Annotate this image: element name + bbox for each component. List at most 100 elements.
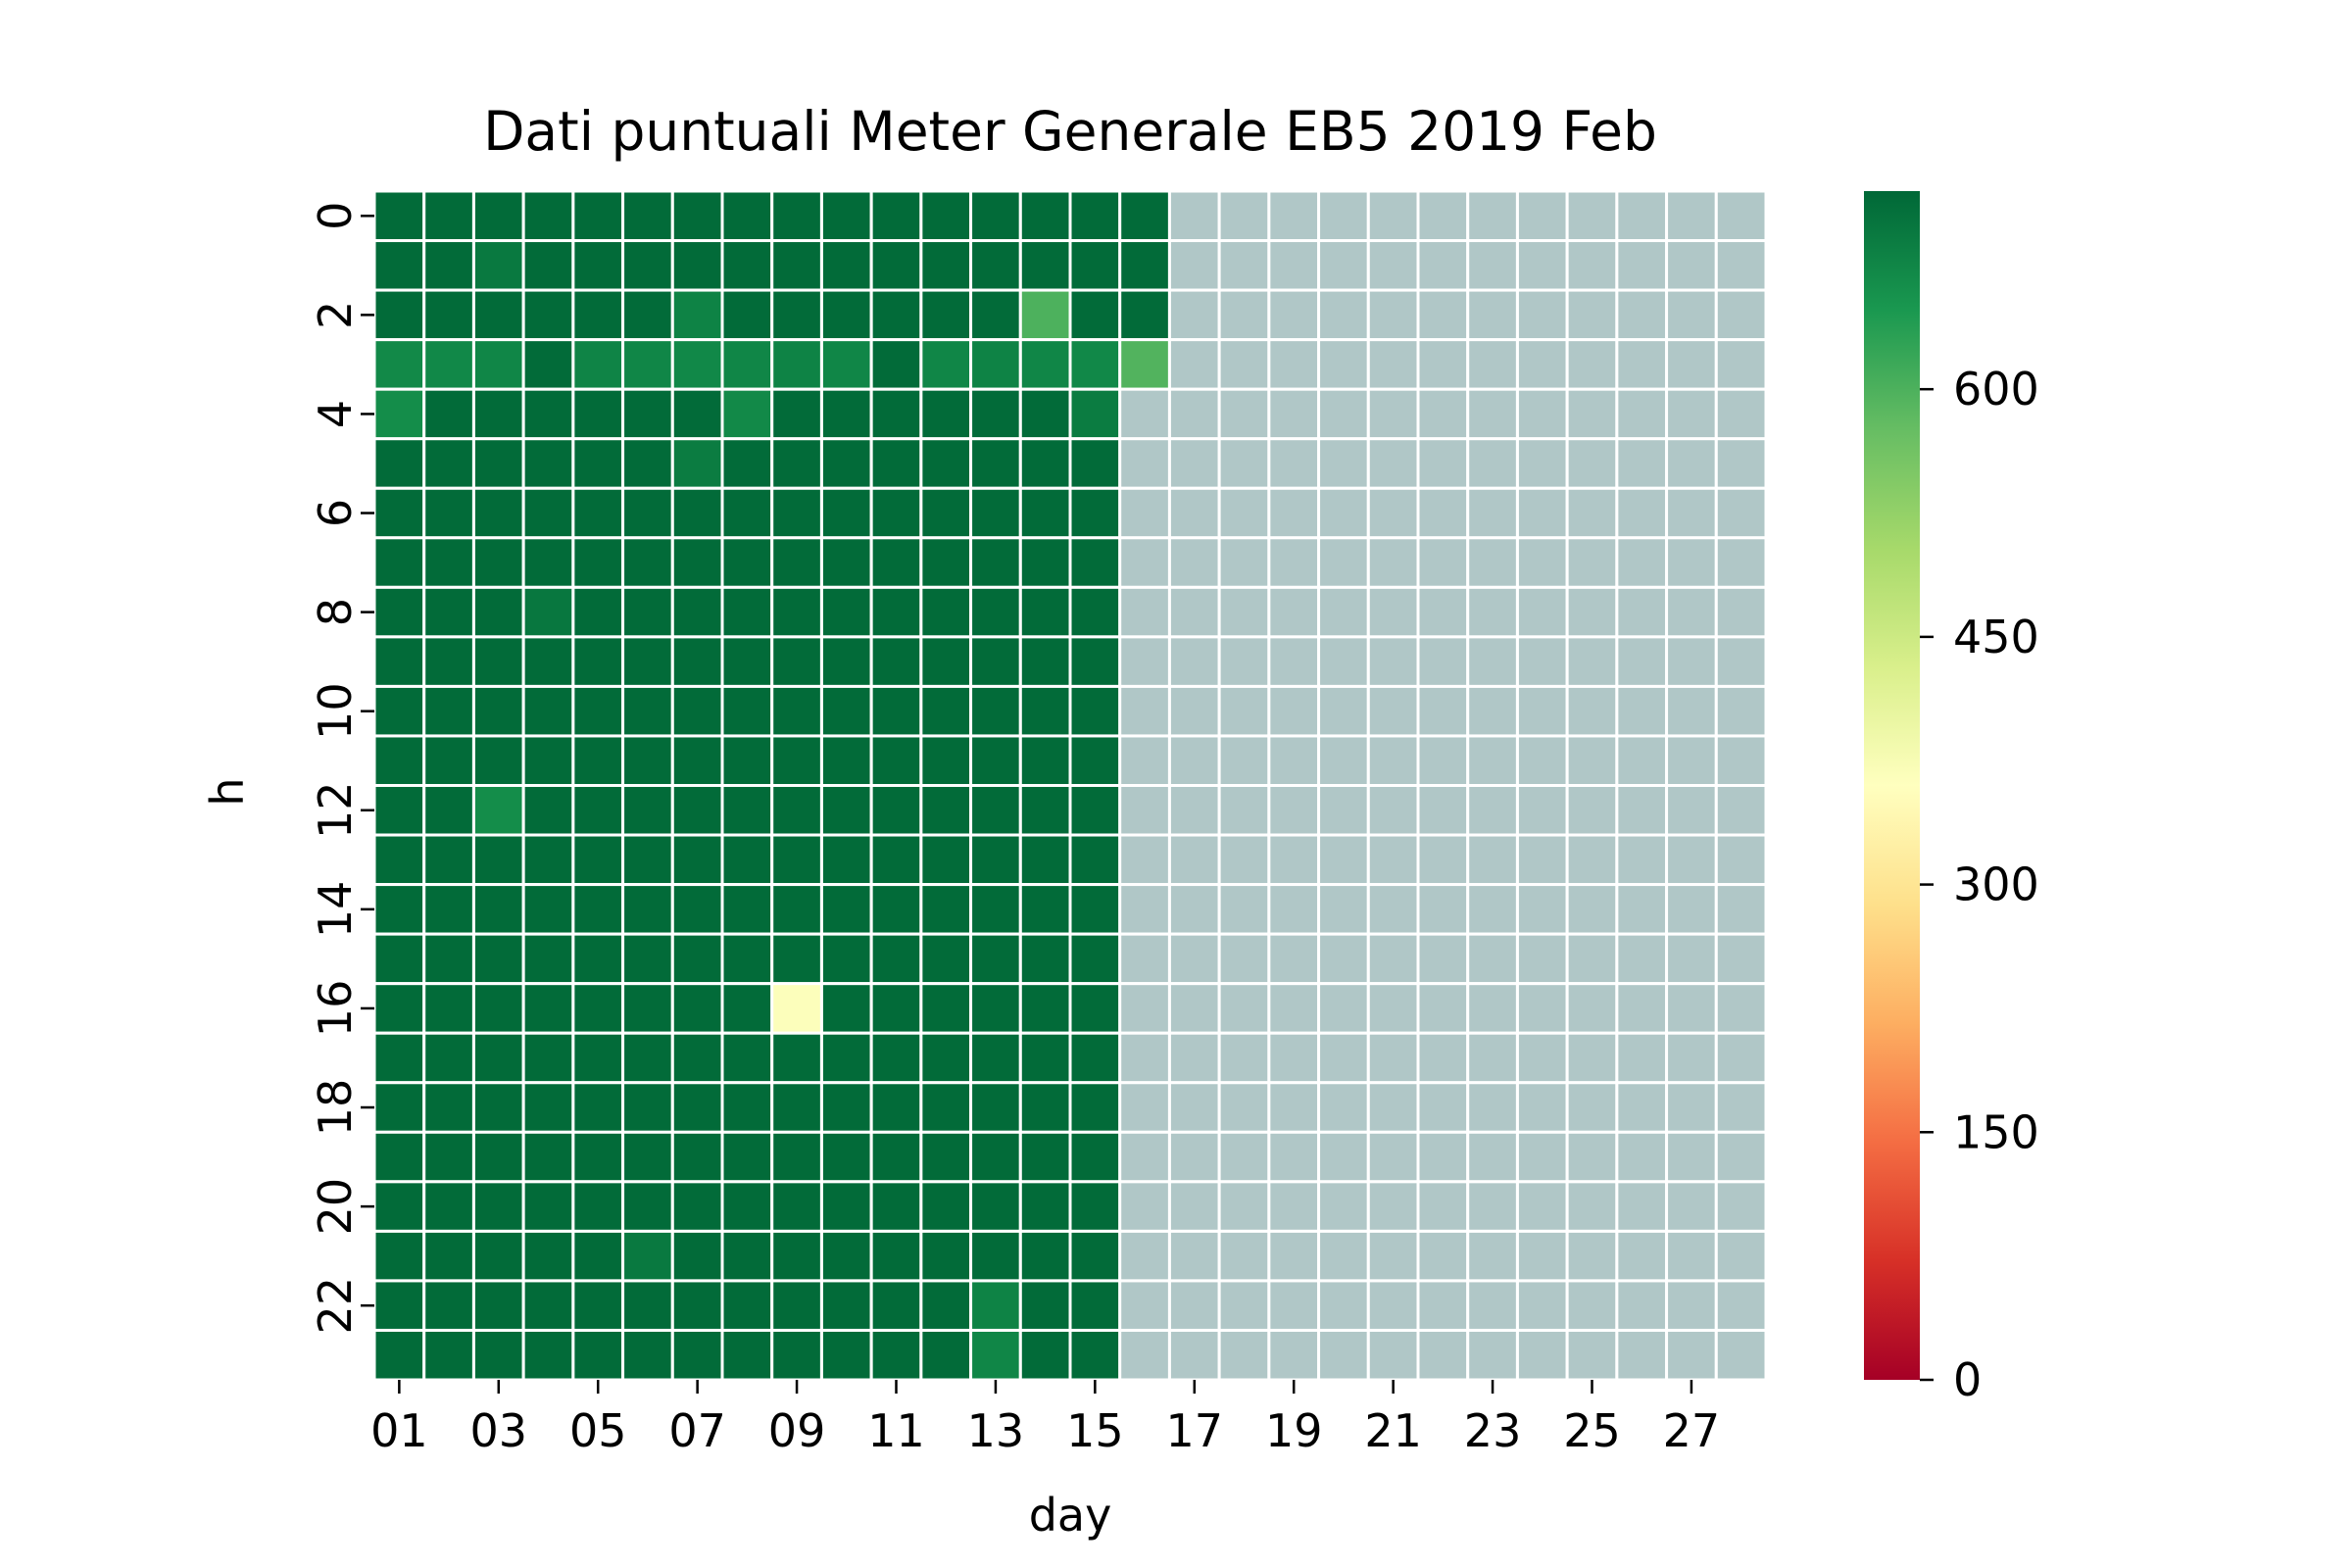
heatmap-cell — [720, 338, 774, 391]
heatmap-cell — [1714, 1031, 1768, 1085]
heatmap-cell — [1466, 833, 1519, 887]
heatmap-cell — [819, 883, 873, 936]
heatmap-cell — [1615, 1229, 1669, 1283]
heatmap-cell — [1665, 288, 1718, 342]
heatmap-cell — [1665, 932, 1718, 986]
heatmap-cell — [1018, 288, 1072, 342]
heatmap-cell — [969, 437, 1022, 490]
heatmap-cell — [1366, 635, 1420, 688]
heatmap-cell — [571, 1081, 625, 1134]
heatmap-cell — [1714, 585, 1768, 639]
heatmap-cell — [372, 883, 426, 936]
x-tick-label: 17 — [1166, 1404, 1224, 1457]
heatmap-cell — [471, 1180, 525, 1233]
heatmap-cell — [1416, 288, 1470, 342]
heatmap-cell — [1714, 932, 1768, 986]
heatmap-cell — [969, 1229, 1022, 1283]
heatmap-cell — [1267, 437, 1321, 490]
heatmap-cell — [1317, 1180, 1370, 1233]
heatmap-cell — [720, 1031, 774, 1085]
heatmap-cell — [1565, 1229, 1619, 1283]
heatmap-cell — [1018, 784, 1072, 837]
heatmap-cell — [1665, 833, 1718, 887]
heatmap-cell — [1665, 734, 1718, 788]
heatmap-cell — [670, 932, 724, 986]
heatmap-cell — [1018, 833, 1072, 887]
heatmap-cell — [1267, 486, 1321, 540]
heatmap-cell — [720, 585, 774, 639]
heatmap-cell — [571, 684, 625, 738]
x-axis-label: day — [1029, 1489, 1112, 1542]
heatmap-cell — [770, 338, 823, 391]
heatmap-cell — [869, 684, 923, 738]
heatmap-cell — [521, 189, 575, 243]
heatmap-cell — [521, 1328, 575, 1382]
heatmap-cell — [1267, 1081, 1321, 1134]
heatmap-cell — [621, 1180, 674, 1233]
heatmap-cell — [1366, 1328, 1420, 1382]
heatmap-cell — [1466, 1031, 1519, 1085]
heatmap-cell — [1565, 239, 1619, 292]
heatmap-cell — [919, 338, 973, 391]
heatmap-cell — [1714, 635, 1768, 688]
heatmap-cell — [1565, 1130, 1619, 1184]
x-tick-label: 05 — [569, 1404, 627, 1457]
heatmap-cell — [969, 635, 1022, 688]
heatmap-cell — [819, 635, 873, 688]
heatmap-cell — [770, 635, 823, 688]
heatmap-cell — [1118, 1180, 1171, 1233]
heatmap-cell — [1665, 1081, 1718, 1134]
heatmap-cell — [1217, 734, 1271, 788]
heatmap-cell — [372, 338, 426, 391]
heatmap-cell — [1615, 536, 1669, 589]
heatmap-cell — [1068, 1328, 1122, 1382]
heatmap-cell — [1466, 437, 1519, 490]
colorbar-tick-label: 450 — [1953, 611, 2039, 663]
heatmap-cell — [1714, 486, 1768, 540]
heatmap-cell — [969, 239, 1022, 292]
heatmap-cell — [1515, 1031, 1569, 1085]
heatmap-cell — [1217, 1031, 1271, 1085]
heatmap-cell — [1068, 1229, 1122, 1283]
heatmap-cell — [1267, 338, 1321, 391]
y-tick-label: 22 — [309, 1277, 362, 1335]
heatmap-cell — [819, 1328, 873, 1382]
heatmap-cell — [1217, 387, 1271, 441]
heatmap-cell — [1018, 982, 1072, 1035]
heatmap-cell — [1515, 1180, 1569, 1233]
heatmap-cell — [770, 536, 823, 589]
heatmap-cell — [919, 1279, 973, 1332]
heatmap-cell — [969, 387, 1022, 441]
heatmap-cell — [720, 1279, 774, 1332]
heatmap-cell — [1068, 1081, 1122, 1134]
heatmap-cell — [1466, 883, 1519, 936]
heatmap-cell — [1366, 387, 1420, 441]
heatmap-cell — [1665, 338, 1718, 391]
heatmap-cell — [720, 437, 774, 490]
heatmap-cell — [1565, 189, 1619, 243]
heatmap-cell — [1565, 1081, 1619, 1134]
heatmap-cell — [1018, 536, 1072, 589]
heatmap-cell — [1068, 189, 1122, 243]
heatmap-cell — [1118, 239, 1171, 292]
heatmap-cell — [770, 1081, 823, 1134]
x-tick-label: 01 — [370, 1404, 428, 1457]
heatmap-cell — [1615, 883, 1669, 936]
heatmap-cell — [571, 784, 625, 837]
heatmap-cell — [670, 387, 724, 441]
heatmap-cell — [770, 1031, 823, 1085]
heatmap-cell — [1118, 982, 1171, 1035]
heatmap-cell — [471, 734, 525, 788]
heatmap-cell — [1665, 684, 1718, 738]
heatmap-cell — [372, 932, 426, 986]
heatmap-cell — [422, 784, 475, 837]
heatmap-cell — [1615, 833, 1669, 887]
heatmap-cell — [521, 338, 575, 391]
y-tick-label: 14 — [309, 881, 362, 939]
heatmap-cell — [1565, 486, 1619, 540]
heatmap-cell — [919, 635, 973, 688]
heatmap-cell — [521, 734, 575, 788]
heatmap-cell — [372, 486, 426, 540]
heatmap-cell — [372, 536, 426, 589]
